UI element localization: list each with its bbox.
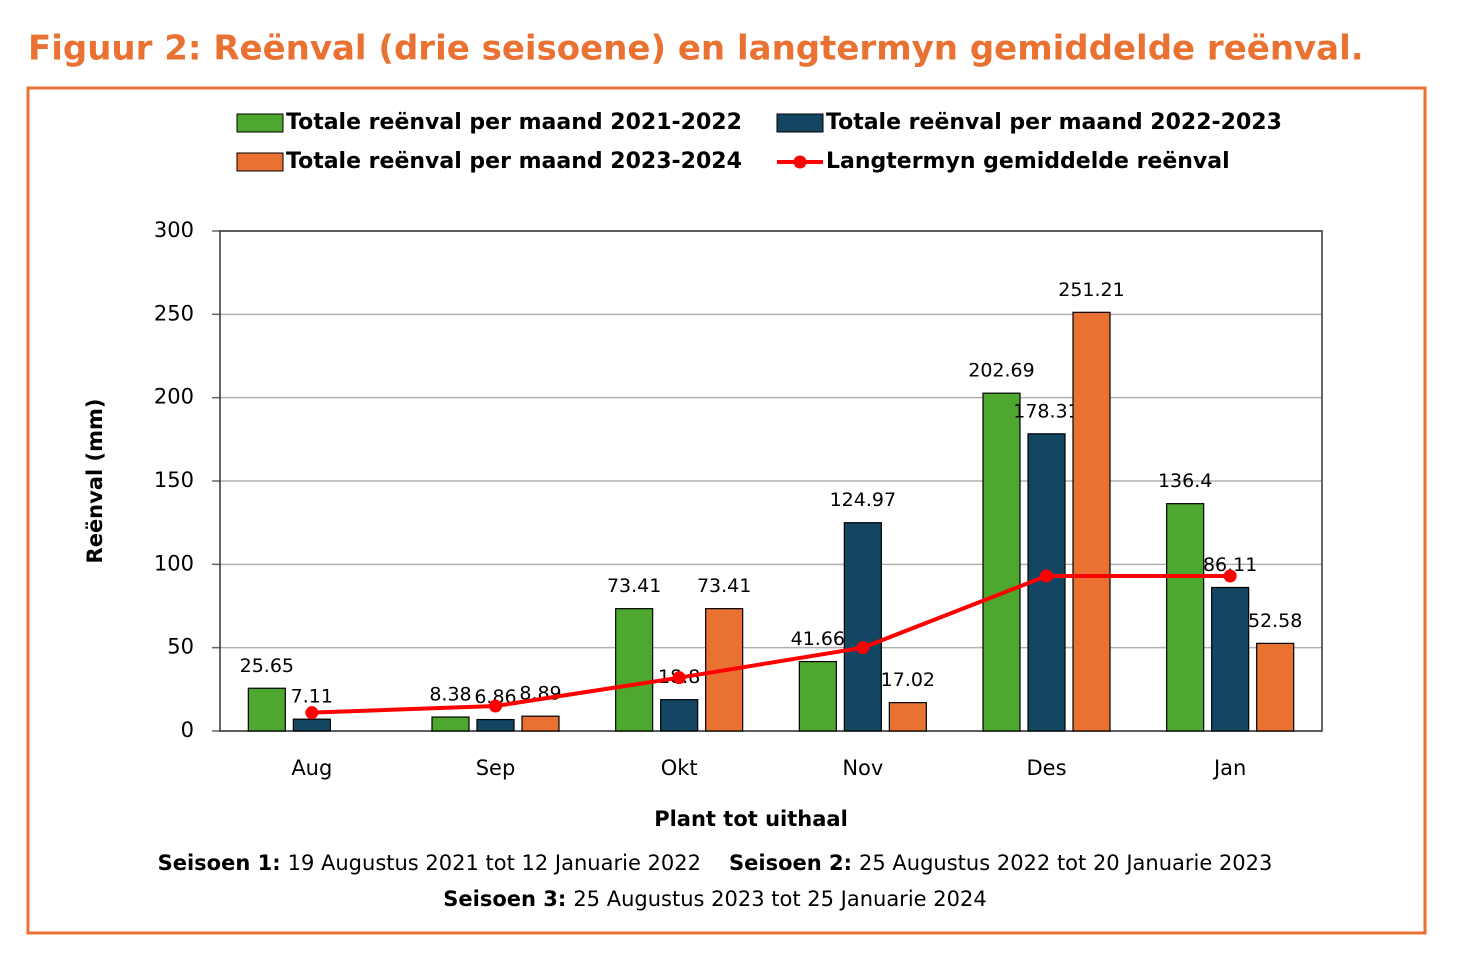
bar: [1256, 642, 1295, 732]
bar: [292, 718, 331, 732]
legend-label: Totale reënval per maand 2023-2024: [286, 149, 742, 174]
bar: [798, 660, 837, 732]
data-label: 136.4: [1158, 470, 1212, 492]
bar: [888, 702, 927, 732]
data-label: 124.97: [830, 489, 896, 511]
bar: [1166, 503, 1205, 732]
data-label: 52.58: [1248, 610, 1302, 632]
note-text: 25 Augustus 2022 tot 20 Januarie 2023: [859, 851, 1272, 875]
legend-swatch: [236, 113, 284, 133]
note-row: Seisoen 1: 19 Augustus 2021 tot 12 Januar…: [158, 851, 1273, 875]
bar: [476, 718, 515, 732]
data-label: 86.11: [1203, 554, 1257, 576]
frame: [26, 86, 1427, 935]
line-point: [305, 706, 319, 720]
legend-swatch: [236, 152, 284, 172]
bar: [521, 715, 560, 732]
y-tick-label: 0: [181, 718, 194, 742]
y-tick-label: 250: [154, 301, 194, 325]
note-row: Seisoen 3: 25 Augustus 2023 tot 25 Januar…: [443, 887, 986, 911]
line-point: [489, 699, 502, 713]
legend-swatch: [793, 155, 807, 169]
bar: [982, 392, 1021, 732]
note-label: Seisoen 2:: [729, 851, 852, 875]
x-tick-label: Des: [1026, 756, 1066, 780]
line-point: [856, 641, 870, 655]
data-label: 25.65: [240, 655, 294, 677]
chart-title: Figuur 2: Reënval (drie seisoene) en lan…: [28, 29, 1364, 69]
line-point: [1040, 569, 1053, 583]
legend-label: Langtermyn gemiddelde reënval: [826, 149, 1230, 174]
note-text: 19 Augustus 2021 tot 12 Januarie 2022: [288, 851, 701, 875]
data-label: 17.02: [881, 669, 935, 691]
data-label: 73.41: [697, 575, 751, 597]
bar: [843, 522, 882, 732]
note-label: Seisoen 1:: [158, 851, 281, 875]
bar: [615, 608, 654, 732]
line-point: [1223, 569, 1237, 583]
x-tick-label: Jan: [1212, 756, 1246, 780]
x-axis-title: Plant tot uithaal: [654, 807, 848, 831]
legend-label: Totale reënval per maand 2022-2023: [826, 110, 1282, 135]
legend-label: Totale reënval per maand 2021-2022: [286, 110, 742, 135]
y-tick-label: 100: [154, 551, 194, 575]
data-label: 251.21: [1058, 279, 1124, 301]
legend-swatch: [776, 113, 824, 133]
x-tick-label: Aug: [291, 756, 332, 780]
y-tick-label: 300: [154, 218, 194, 242]
bar: [431, 716, 470, 732]
data-label: 41.66: [791, 628, 845, 650]
data-label: 73.41: [607, 575, 661, 597]
note-label: Seisoen 3:: [443, 887, 566, 911]
line-point: [672, 671, 686, 685]
bar: [660, 699, 699, 732]
x-tick-label: Sep: [476, 756, 516, 780]
y-tick-label: 50: [167, 635, 194, 659]
bar: [247, 687, 286, 732]
data-label: 7.11: [291, 686, 333, 708]
x-tick-label: Okt: [661, 756, 698, 780]
y-tick-label: 200: [154, 385, 194, 409]
bar: [1072, 311, 1111, 732]
data-label: 8.38: [429, 684, 471, 706]
plot-border: [219, 230, 1323, 732]
y-tick-label: 150: [154, 468, 194, 492]
x-tick-label: Nov: [842, 756, 883, 780]
data-label: 178.31: [1013, 400, 1079, 422]
note-text: 25 Augustus 2023 tot 25 Januarie 2024: [573, 887, 986, 911]
y-axis-title: Reënval (mm): [83, 399, 107, 564]
line: [311, 574, 1231, 715]
data-label: 202.69: [968, 360, 1034, 382]
bar: [1211, 586, 1250, 732]
